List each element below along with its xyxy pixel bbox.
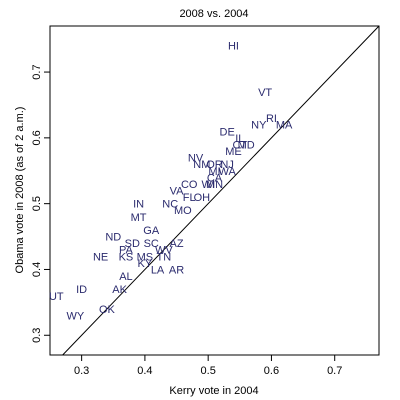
data-point-co: CO [181, 179, 198, 191]
x-tick-label: 0.4 [137, 365, 152, 377]
chart-title: 2008 vs. 2004 [179, 8, 248, 20]
data-point-nc: NC [162, 199, 178, 211]
data-point-il: IL [235, 133, 244, 145]
reference-line-y-equals-x [62, 25, 380, 356]
x-tick-label: 0.6 [264, 365, 279, 377]
data-point-la: LA [151, 264, 165, 276]
data-point-id: ID [76, 284, 87, 296]
data-point-mi: MI [208, 166, 220, 178]
data-point-ky: KY [138, 258, 153, 270]
data-point-oh: OH [194, 192, 211, 204]
data-point-ak: AK [112, 284, 127, 296]
data-point-ks: KS [119, 251, 134, 263]
data-point-or: OR [206, 159, 223, 171]
y-tick-label: 0.5 [31, 196, 43, 211]
data-point-ma: MA [276, 120, 293, 132]
x-tick-label: 0.3 [74, 365, 89, 377]
data-point-in: IN [133, 199, 144, 211]
data-point-ut: UT [49, 291, 64, 303]
data-point-hi: HI [228, 41, 239, 53]
data-point-ok: OK [99, 304, 116, 316]
data-point-mo: MO [174, 205, 192, 217]
data-point-ri: RI [266, 113, 277, 125]
data-point-mt: MT [131, 212, 147, 224]
data-point-ms: MS [137, 251, 154, 263]
x-axis-label: Kerry vote in 2004 [169, 385, 258, 397]
data-point-nm: NM [193, 159, 210, 171]
data-point-tn: TN [157, 251, 172, 263]
data-point-ne: NE [93, 251, 108, 263]
data-point-ga: GA [143, 225, 160, 237]
data-point-wv: WV [155, 245, 173, 257]
y-tick-label: 0.7 [31, 64, 43, 79]
x-tick-label: 0.5 [201, 365, 216, 377]
data-point-pa: PA [119, 245, 134, 257]
y-tick-label: 0.6 [31, 130, 43, 145]
data-point-wi: WI [201, 179, 214, 191]
data-point-md: MD [238, 139, 255, 151]
data-point-sc: SC [144, 238, 159, 250]
data-point-az: AZ [170, 238, 184, 250]
data-point-va: VA [170, 186, 185, 198]
data-point-de: DE [220, 126, 235, 138]
data-point-wa: WA [218, 166, 236, 178]
data-point-vt: VT [258, 87, 272, 99]
data-point-mn: MN [206, 179, 223, 191]
data-point-al: AL [119, 271, 132, 283]
data-point-nj: NJ [220, 159, 233, 171]
data-point-ca: CA [207, 172, 223, 184]
plot-frame [49, 25, 380, 356]
data-point-nd: ND [105, 232, 121, 244]
data-point-fl: FL [183, 192, 196, 204]
data-point-me: ME [225, 146, 242, 158]
data-point-nv: NV [188, 153, 204, 165]
data-point-wy: WY [66, 311, 84, 323]
data-point-ar: AR [169, 264, 184, 276]
x-tick-label: 0.7 [327, 365, 342, 377]
data-point-ct: CT [232, 139, 247, 151]
y-tick-label: 0.3 [31, 328, 43, 343]
data-point-ny: NY [251, 120, 267, 132]
y-tick-label: 0.4 [31, 262, 43, 277]
data-point-sd: SD [125, 238, 140, 250]
y-axis-label: Obama vote in 2008 (as of 2 a.m.) [14, 107, 26, 274]
